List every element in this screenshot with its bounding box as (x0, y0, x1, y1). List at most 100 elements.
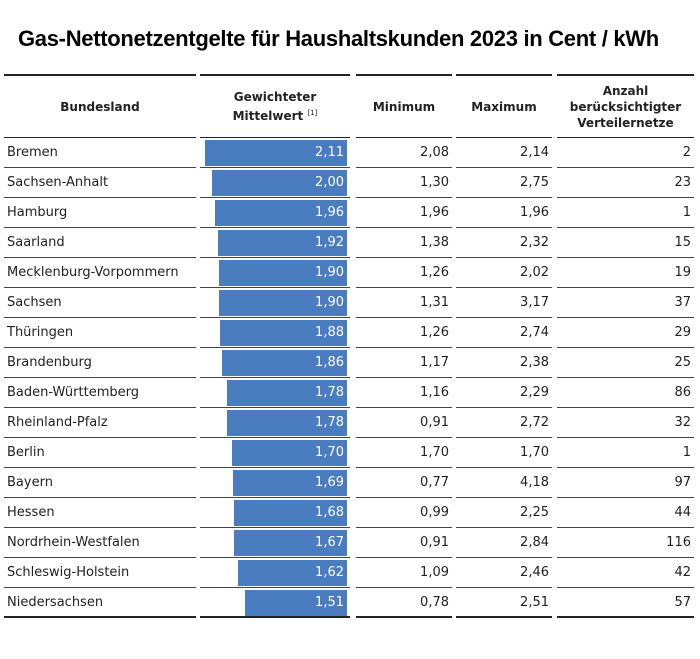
bar-label: 1,78 (315, 385, 344, 400)
min-cell: 0,91 (356, 528, 452, 558)
max-cell: 2,74 (456, 318, 552, 348)
data-bar (217, 230, 347, 256)
max-cell: 2,75 (456, 168, 552, 198)
data-bar (234, 530, 347, 556)
state-name: Niedersachsen (7, 594, 104, 610)
state-cell: Nordrhein-Westfalen (4, 528, 196, 558)
max-cell: 1,96 (456, 198, 552, 228)
max-cell: 4,18 (456, 468, 552, 498)
max-cell: 3,17 (456, 288, 552, 318)
count-value: 37 (674, 295, 691, 310)
bar-label: 1,92 (315, 235, 344, 250)
state-name: Schleswig-Holstein (7, 565, 130, 580)
data-bar (212, 170, 347, 196)
count-value: 32 (674, 415, 691, 430)
bar-label: 1,78 (315, 415, 344, 430)
data-bar (237, 560, 347, 586)
header-cell: Minimum (356, 74, 452, 138)
count-value: 2 (682, 145, 691, 160)
header-cell: Gewichteter Mittelwert [1] (200, 74, 350, 138)
mean-cell: 1,90 (200, 288, 350, 318)
min-value: 1,16 (420, 385, 449, 400)
min-value: 0,99 (420, 505, 449, 520)
bar-label: 1,96 (315, 205, 344, 220)
mean-cell: 2,00 (200, 168, 350, 198)
mean-cell: 1,92 (200, 228, 350, 258)
bar-label: 1,86 (315, 355, 344, 370)
data-bar (232, 440, 347, 466)
count-cell: 2 (557, 138, 694, 168)
min-cell: 1,31 (356, 288, 452, 318)
count-cell: 25 (557, 348, 694, 378)
min-value: 1,31 (420, 295, 449, 310)
count-cell: 37 (557, 288, 694, 318)
min-cell: 0,78 (356, 588, 452, 618)
min-value: 0,77 (420, 475, 449, 490)
min-value: 1,70 (420, 445, 449, 460)
header-text: Gewichteter Mittelwert [1] (220, 89, 330, 124)
bar-label: 1,69 (315, 475, 344, 490)
count-cell: 1 (557, 198, 694, 228)
mean-cell: 1,86 (200, 348, 350, 378)
count-cell: 44 (557, 498, 694, 528)
data-bar (204, 140, 347, 166)
mean-cell: 1,51 (200, 588, 350, 618)
footnote-ref: [1] (307, 109, 318, 117)
max-cell: 2,84 (456, 528, 552, 558)
count-cell: 116 (557, 528, 694, 558)
count-value: 15 (674, 235, 691, 250)
header-text: Gewichteter Mittelwert (232, 90, 317, 123)
count-value: 86 (674, 385, 691, 400)
data-bar (245, 590, 347, 616)
data-bar (218, 260, 347, 286)
mean-cell: 1,90 (200, 258, 350, 288)
mean-cell: 1,67 (200, 528, 350, 558)
min-value: 1,96 (420, 205, 449, 220)
bar-label: 2,11 (315, 145, 344, 160)
count-cell: 97 (557, 468, 694, 498)
max-value: 2,02 (520, 265, 549, 280)
min-cell: 1,17 (356, 348, 452, 378)
bar-label: 1,68 (315, 505, 344, 520)
data-bar (233, 500, 347, 526)
count-cell: 86 (557, 378, 694, 408)
min-cell: 1,38 (356, 228, 452, 258)
min-cell: 1,26 (356, 258, 452, 288)
max-cell: 2,14 (456, 138, 552, 168)
min-cell: 1,26 (356, 318, 452, 348)
max-value: 4,18 (520, 475, 549, 490)
min-value: 1,26 (420, 265, 449, 280)
state-cell: Sachsen-Anhalt (4, 168, 196, 198)
state-name: Berlin (7, 445, 45, 460)
state-name: Sachsen (7, 295, 62, 310)
max-value: 1,70 (520, 445, 549, 460)
max-value: 2,29 (520, 385, 549, 400)
min-cell: 1,96 (356, 198, 452, 228)
state-cell: Baden-Württemberg (4, 378, 196, 408)
count-value: 1 (682, 445, 691, 460)
bar-label: 1,90 (315, 295, 344, 310)
count-value: 1 (682, 205, 691, 220)
bar-label: 1,88 (315, 325, 344, 340)
state-cell: Bremen (4, 138, 196, 168)
bar-label: 1,51 (315, 595, 344, 610)
state-cell: Saarland (4, 228, 196, 258)
count-value: 44 (674, 505, 691, 520)
header-cell: Bundesland (4, 74, 196, 138)
min-cell: 2,08 (356, 138, 452, 168)
count-value: 42 (674, 565, 691, 580)
min-value: 2,08 (420, 145, 449, 160)
max-cell: 2,72 (456, 408, 552, 438)
count-value: 97 (674, 475, 691, 490)
min-value: 0,78 (420, 594, 449, 610)
state-cell: Sachsen (4, 288, 196, 318)
state-cell: Hamburg (4, 198, 196, 228)
min-value: 1,09 (420, 565, 449, 580)
state-cell: Thüringen (4, 318, 196, 348)
state-cell: Rheinland-Pfalz (4, 408, 196, 438)
min-value: 0,91 (420, 535, 449, 550)
min-cell: 1,30 (356, 168, 452, 198)
state-name: Bremen (7, 145, 58, 160)
max-value: 2,74 (520, 325, 549, 340)
header-text: Anzahl berücksichtigter Verteilernetze (569, 83, 682, 130)
